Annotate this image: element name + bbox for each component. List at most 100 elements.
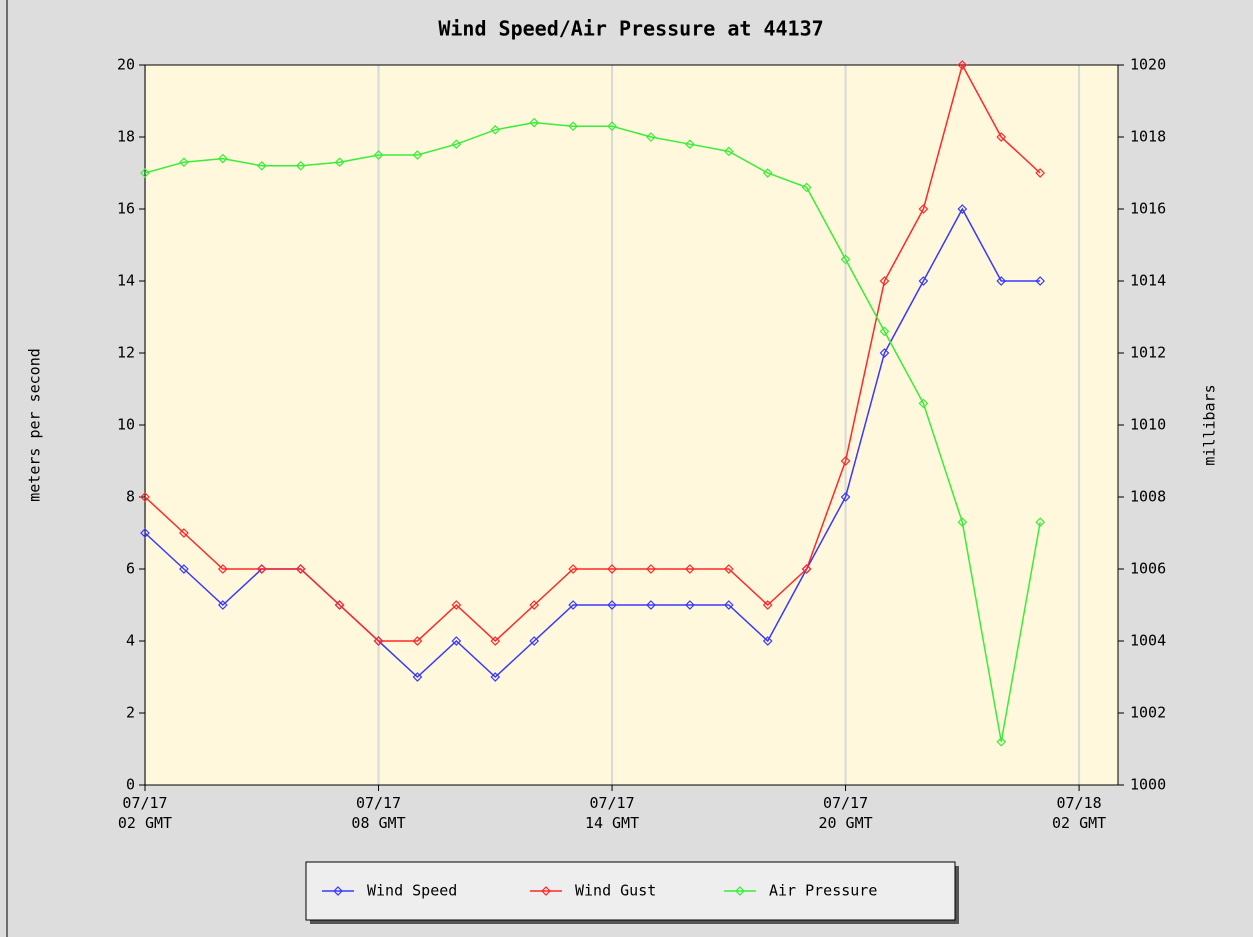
y2-tick-label: 1010 <box>1130 416 1166 434</box>
data-point <box>918 276 929 286</box>
data-point <box>295 160 306 171</box>
y2-tick-label: 1012 <box>1130 344 1166 362</box>
data-point <box>1035 517 1046 528</box>
y2-tick-label: 1018 <box>1130 128 1166 146</box>
x-tick-label-line: 20 GMT <box>818 814 872 832</box>
data-point <box>373 150 384 160</box>
data-point <box>996 132 1007 142</box>
x-tick-label: 07/17 14 GMT <box>585 794 639 832</box>
y-tick-label: 0 <box>126 776 135 794</box>
x-tick-label-line: 14 GMT <box>585 814 639 832</box>
data-point <box>723 564 734 574</box>
data-point <box>529 117 540 128</box>
data-point <box>295 564 306 574</box>
data-point <box>529 636 540 646</box>
chart-title: Wind Speed/Air Pressure at 44137 <box>438 17 823 41</box>
data-point <box>607 121 617 132</box>
data-point <box>646 600 656 610</box>
plot-area <box>145 65 1118 785</box>
data-point <box>996 276 1007 286</box>
data-point <box>801 564 812 574</box>
x-tick-label: 07/17 02 GMT <box>118 794 172 832</box>
y-tick-label: 2 <box>126 704 135 722</box>
y2-tick-label: 1002 <box>1130 704 1166 722</box>
data-point <box>412 636 423 646</box>
y2-tick-label: 1004 <box>1130 632 1166 650</box>
data-point <box>918 398 929 409</box>
data-point <box>256 160 267 171</box>
series-line <box>144 62 1041 643</box>
y-tick-label: 8 <box>126 488 135 506</box>
data-point <box>762 636 773 646</box>
data-point <box>217 153 228 164</box>
data-point <box>568 121 578 132</box>
y2-tick-label: 1014 <box>1130 272 1166 290</box>
data-point <box>607 600 617 610</box>
x-tick-label-line: 07/17 <box>356 794 401 812</box>
data-point <box>412 150 423 160</box>
y-tick-label: 18 <box>117 128 135 146</box>
data-point <box>646 564 656 574</box>
data-point <box>723 600 734 610</box>
legend-marker <box>333 886 343 896</box>
data-point <box>451 636 462 646</box>
y2-axis-label: millibars <box>1201 384 1219 465</box>
data-point <box>490 636 501 646</box>
y2-tick-label: 1006 <box>1130 560 1166 578</box>
data-point <box>140 492 150 502</box>
legend-label: Air Pressure <box>769 882 877 900</box>
x-tick-label: 07/17 20 GMT <box>818 794 872 832</box>
data-point <box>840 254 851 265</box>
legend-marker <box>735 886 745 896</box>
x-tick-label-line: 07/18 <box>1057 794 1102 812</box>
x-tick-label-line: 02 GMT <box>1052 814 1106 832</box>
data-point <box>957 60 968 70</box>
data-point <box>685 139 695 150</box>
y-tick-label: 10 <box>117 416 135 434</box>
data-point <box>879 276 890 286</box>
data-point <box>179 157 189 168</box>
x-tick-label-line: 07/17 <box>589 794 634 812</box>
x-tick-label: 07/18 02 GMT <box>1052 794 1106 832</box>
data-point <box>762 600 773 610</box>
data-point <box>762 168 773 178</box>
data-point <box>140 168 150 178</box>
data-point <box>723 146 734 157</box>
x-tick-label-line: 02 GMT <box>118 814 172 832</box>
data-point <box>840 456 851 466</box>
data-point <box>451 139 462 150</box>
y2-tick-label: 1000 <box>1130 776 1166 794</box>
data-point <box>801 182 812 193</box>
data-point <box>217 600 228 610</box>
data-point <box>646 132 656 142</box>
y-tick-label: 20 <box>117 56 135 74</box>
x-tick-label: 07/17 08 GMT <box>351 794 405 832</box>
data-point <box>996 736 1007 747</box>
data-point <box>140 528 150 538</box>
data-point <box>217 564 228 574</box>
data-point <box>685 600 695 610</box>
data-point <box>451 600 462 610</box>
y2-tick-label: 1020 <box>1130 56 1166 74</box>
data-point <box>373 636 384 646</box>
y-tick-label: 14 <box>117 272 135 290</box>
y-axis-label: meters per second <box>26 348 44 502</box>
data-point <box>568 600 578 610</box>
y2-tick-label: 1016 <box>1130 200 1166 218</box>
data-point <box>607 564 617 574</box>
data-point <box>1035 168 1046 178</box>
data-point <box>568 564 578 574</box>
data-point <box>490 672 501 682</box>
x-tick-label-line: 07/17 <box>122 794 167 812</box>
data-point <box>879 348 890 358</box>
data-point <box>256 564 267 574</box>
data-point <box>918 204 929 214</box>
y-tick-label: 4 <box>126 632 135 650</box>
legend-label: Wind Speed <box>367 882 457 900</box>
data-point <box>529 600 540 610</box>
data-point <box>1035 276 1046 286</box>
data-point <box>179 564 189 574</box>
data-point <box>685 564 695 574</box>
x-tick-label-line: 08 GMT <box>351 814 405 832</box>
